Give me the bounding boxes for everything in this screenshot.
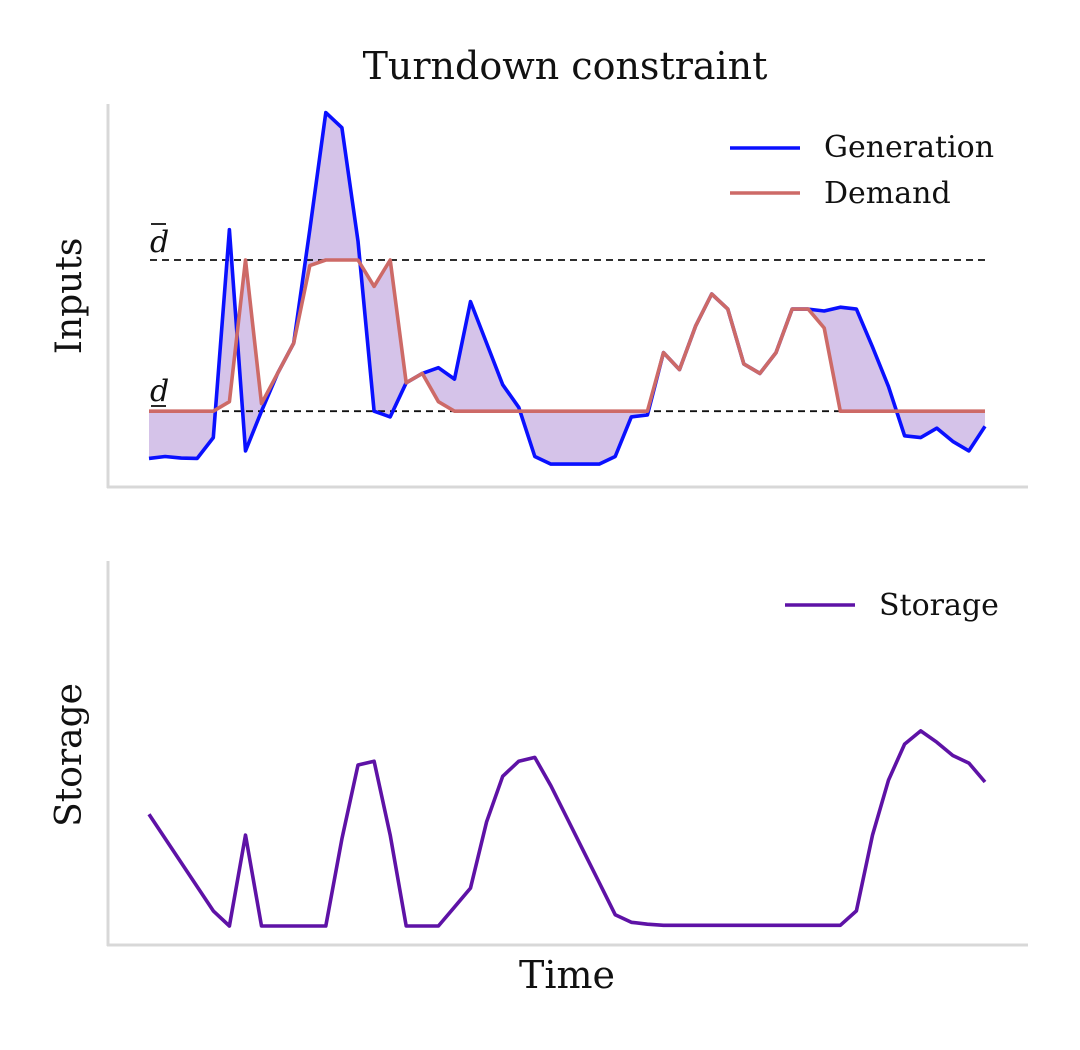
storage-legend-label: Storage (879, 588, 999, 623)
storage-legend: Storage (785, 588, 999, 623)
lower-threshold-label: d (150, 374, 169, 409)
storage-series-line (147, 729, 987, 928)
generation-legend-label: Generation (824, 130, 994, 165)
legend-item-storage: Storage (785, 588, 999, 623)
demand-legend-label: Demand (824, 176, 951, 211)
inputs-panel: d d Inputs Generation Demand (49, 104, 1028, 489)
upper-threshold-label-text: d (150, 225, 169, 260)
storage-y-axis-label: Storage (49, 683, 90, 827)
chart-title: Turndown constraint (363, 44, 768, 88)
storage-panel: Storage Time Storage (49, 561, 1028, 997)
upper-threshold-label: d (150, 223, 169, 260)
legend-item-demand: Demand (730, 176, 951, 211)
time-x-axis-label: Time (519, 953, 615, 997)
inputs-legend: Generation Demand (730, 130, 994, 211)
lower-threshold-label-text: d (150, 374, 169, 409)
inputs-y-axis-label: Inputs (49, 238, 90, 355)
legend-item-generation: Generation (730, 130, 994, 165)
demand-series-line (149, 258, 985, 414)
